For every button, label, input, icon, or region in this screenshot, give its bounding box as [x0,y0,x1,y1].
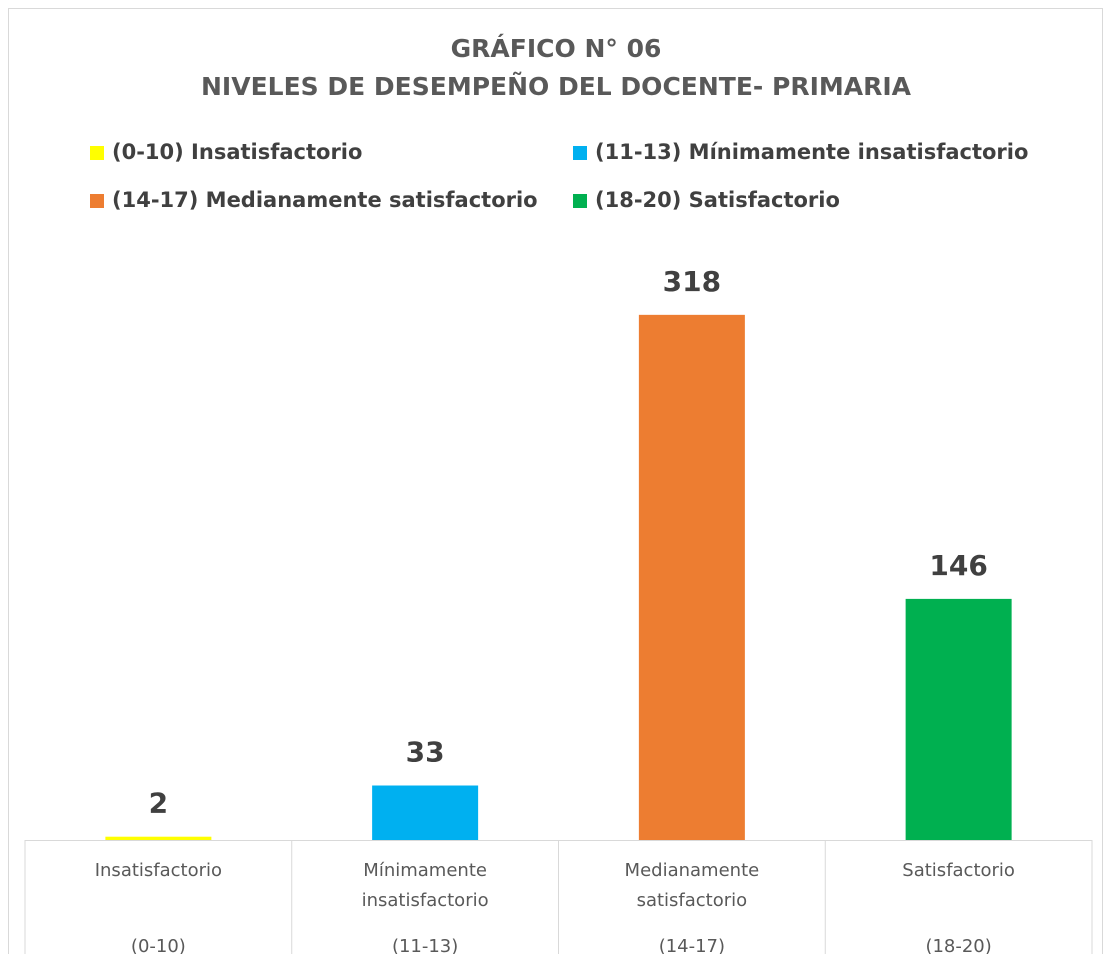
legend-label: (14-17) Medianamente satisfactorio [112,188,538,212]
legend-swatch [90,146,104,160]
bar [638,314,745,840]
chart-subtitle: NIVELES DE DESEMPEÑO DEL DOCENTE- PRIMAR… [201,72,912,101]
bar [905,598,1012,840]
legend-swatch [573,146,587,160]
bar [105,836,212,840]
x-range-label: (14-17) [658,936,726,954]
data-label: 318 [663,265,721,298]
legend-label: (18-20) Satisfactorio [595,188,840,212]
x-tick-label: Mínimamente insatisfactorio [361,860,489,911]
x-range-label: (18-20) [925,936,992,954]
legend-label: (11-13) Mínimamente insatisfactorio [595,140,1028,164]
chart-border [8,8,1103,954]
data-label: 33 [406,736,445,769]
x-tick-label: Satisfactorio [902,860,1015,881]
data-label: 146 [929,549,987,582]
x-range-label: (11-13) [391,936,459,954]
data-label: 2 [149,787,168,820]
x-range-label: (0-10) [130,936,186,954]
chart-title: GRÁFICO N° 06 [451,34,662,63]
x-tick-label: Medianamente satisfactorio [624,860,760,911]
legend-swatch [573,194,587,208]
x-tick-label: Insatisfactorio [94,860,223,881]
bar [372,785,479,840]
legend-label: (0-10) Insatisfactorio [112,140,362,164]
legend-swatch [90,194,104,208]
